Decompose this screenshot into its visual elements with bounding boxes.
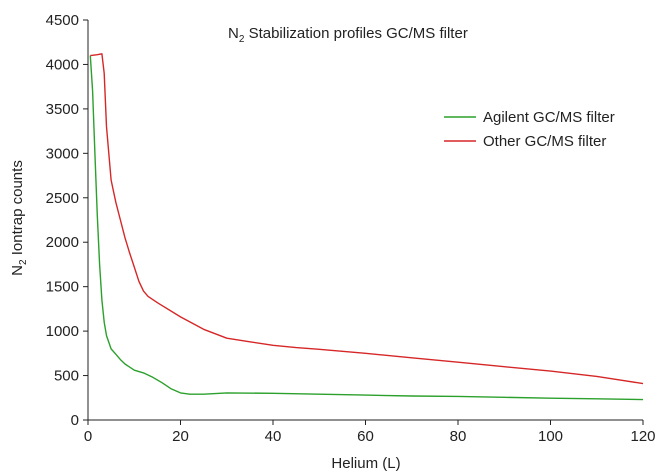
y-tick-label: 1000 (46, 323, 79, 340)
y-tick-label: 2500 (46, 190, 79, 207)
y-tick-label: 500 (54, 368, 79, 385)
y-axis-title: N2 Iontrap counts (9, 160, 29, 276)
chart-title: N2 Stabilization profiles GC/MS filter (228, 25, 468, 45)
x-tick-label: 0 (84, 428, 92, 445)
x-tick-label: 20 (172, 428, 189, 445)
y-tick-label: 0 (71, 412, 79, 429)
series-line-other (90, 53, 644, 385)
series-layer (89, 53, 644, 401)
y-tick-label: 4000 (46, 56, 79, 73)
x-axis-title: Helium (L) (331, 455, 400, 472)
legend: Agilent GC/MS filter Other GC/MS filter (444, 109, 615, 150)
x-tick-label: 40 (265, 428, 282, 445)
x-tick-label: 120 (630, 428, 655, 445)
x-tick-label: 60 (357, 428, 374, 445)
x-tick-label: 100 (538, 428, 563, 445)
y-tick-label: 4500 (46, 12, 79, 29)
legend-label: Agilent GC/MS filter (483, 109, 615, 126)
y-tick-label: 3000 (46, 145, 79, 162)
x-tick-label: 80 (450, 428, 467, 445)
y-tick-label: 2000 (46, 234, 79, 251)
series-line-agilent (89, 55, 644, 401)
legend-label: Other GC/MS filter (483, 133, 606, 150)
y-tick-label: 1500 (46, 279, 79, 296)
y-tick-label: 3500 (46, 101, 79, 118)
axes: 0 500 1000 1500 2000 2500 3000 3500 4000 4500 0 20 4… (46, 12, 656, 445)
